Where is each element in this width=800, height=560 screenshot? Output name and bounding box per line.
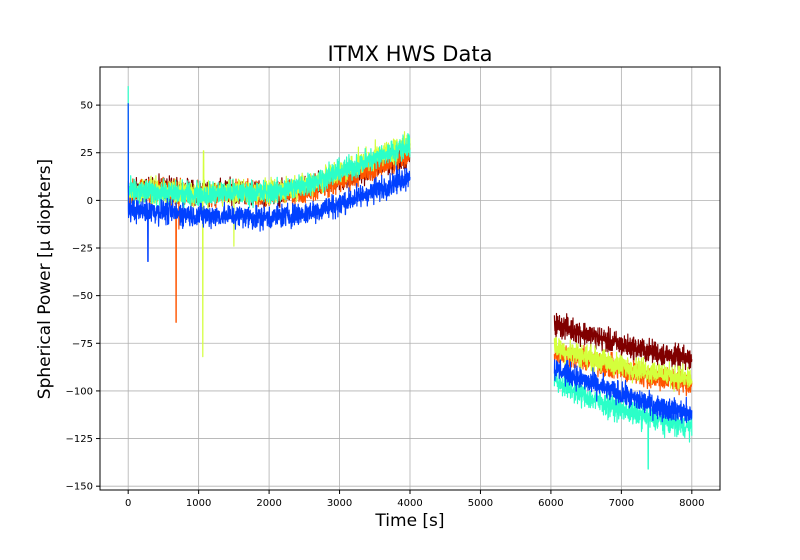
y-tick-label: −75: [72, 339, 93, 350]
y-tick-label: −100: [66, 386, 93, 397]
x-tick-label: 2000: [256, 498, 281, 509]
series-1-segment-2: [553, 312, 693, 371]
series-group: [127, 86, 693, 470]
series-5: [127, 103, 693, 424]
x-tick-label: 3000: [327, 498, 352, 509]
series-3-segment-2: [553, 336, 693, 392]
y-tick-label: −125: [66, 434, 93, 445]
x-tick-label: 5000: [468, 498, 493, 509]
x-tick-label: 8000: [679, 498, 704, 509]
y-tick-label: −150: [66, 482, 93, 493]
y-tick-label: −50: [72, 291, 93, 302]
series-5-segment-1: [127, 103, 411, 262]
ticks: 0 1000 2000 3000 4000 5000 6000 7000 8000 50 25 0 −2…: [66, 101, 705, 509]
y-tick-label: 50: [80, 101, 93, 112]
chart-title: ITMX HWS Data: [328, 42, 493, 66]
series-4-segment-1: [127, 86, 411, 211]
y-tick-label: 0: [87, 196, 93, 207]
series-4-segment-2: [553, 369, 693, 470]
y-tick-label: 25: [80, 148, 93, 159]
x-tick-label: 1000: [186, 498, 211, 509]
series-4: [127, 86, 693, 470]
series-5-segment-2: [553, 359, 693, 424]
y-axis-label: Spherical Power [μ diopters]: [35, 159, 55, 399]
x-tick-label: 4000: [397, 498, 422, 509]
x-tick-label: 0: [125, 498, 131, 509]
y-tick-label: −25: [72, 244, 93, 255]
x-axis-label: Time [s]: [374, 511, 444, 531]
x-tick-label: 6000: [538, 498, 563, 509]
x-tick-label: 7000: [609, 498, 634, 509]
